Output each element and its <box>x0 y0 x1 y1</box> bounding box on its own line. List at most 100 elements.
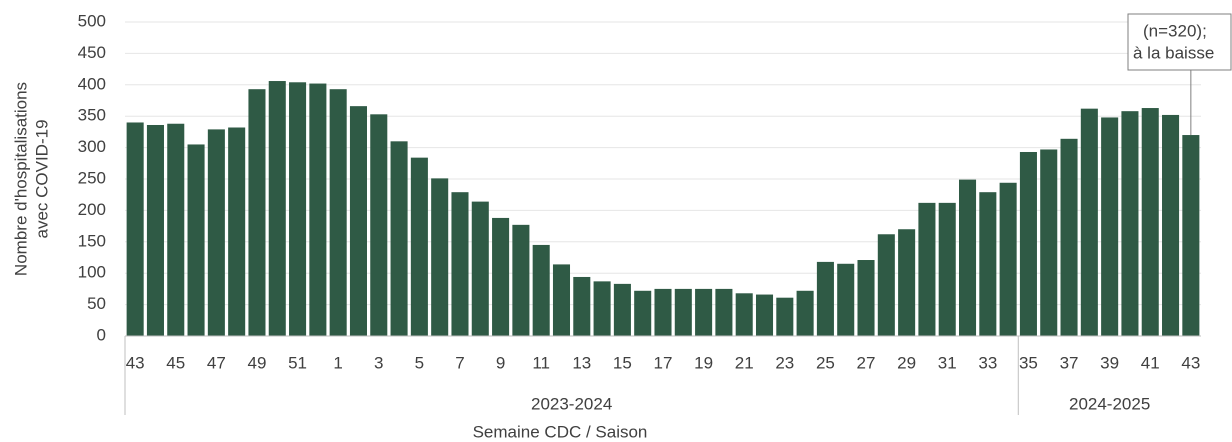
bar <box>1019 151 1037 336</box>
bar <box>268 81 286 336</box>
bar <box>309 83 327 336</box>
bar <box>390 141 408 336</box>
bar <box>755 294 774 336</box>
y-tick-label: 250 <box>78 168 106 187</box>
bar <box>532 244 550 336</box>
x-axis-label: Semaine CDC / Saison <box>473 422 648 441</box>
bar <box>126 122 144 336</box>
bar <box>1040 149 1058 336</box>
x-tick-label: 13 <box>572 353 591 372</box>
bar <box>837 263 855 336</box>
annotation-text: à la baisse <box>1133 43 1214 62</box>
bar <box>207 129 225 336</box>
x-tick-label: 15 <box>613 353 632 372</box>
x-tick-label: 7 <box>455 353 464 372</box>
bar <box>471 201 489 336</box>
bar <box>634 290 652 336</box>
annotation-text: (n=320); <box>1143 21 1207 40</box>
bar <box>735 293 753 336</box>
x-tick-label: 51 <box>288 353 307 372</box>
bar <box>431 178 449 336</box>
bar <box>816 261 834 336</box>
bar <box>674 288 692 336</box>
bar <box>1121 111 1139 337</box>
y-tick-label: 100 <box>78 263 106 282</box>
y-tick-label: 0 <box>97 325 106 344</box>
bar <box>979 192 997 336</box>
bar <box>715 288 733 336</box>
y-tick-label: 500 <box>78 11 106 30</box>
x-tick-label: 21 <box>735 353 754 372</box>
y-tick-label: 300 <box>78 137 106 156</box>
x-tick-label: 27 <box>857 353 876 372</box>
bar <box>451 192 469 336</box>
bar <box>512 224 530 336</box>
bar <box>877 234 895 336</box>
bar <box>573 276 591 336</box>
bar <box>1080 108 1098 336</box>
x-tick-label: 43 <box>126 353 145 372</box>
x-tick-label: 17 <box>654 353 673 372</box>
bar <box>938 202 956 336</box>
bar <box>146 124 164 336</box>
x-tick-label: 11 <box>532 353 550 372</box>
bar <box>776 297 794 336</box>
bar <box>329 89 347 336</box>
bar <box>918 202 936 336</box>
bar <box>167 123 185 337</box>
bar <box>289 82 307 337</box>
y-tick-label: 350 <box>78 106 106 125</box>
y-tick-label: 150 <box>78 231 106 250</box>
bar <box>228 127 246 336</box>
x-tick-label: 37 <box>1060 353 1079 372</box>
bar <box>1182 135 1200 336</box>
y-tick-label: 450 <box>78 43 106 62</box>
bar <box>1101 117 1119 337</box>
bar <box>857 260 875 336</box>
x-tick-label: 47 <box>207 353 226 372</box>
x-tick-label: 43 <box>1181 353 1200 372</box>
x-tick-label: 1 <box>333 353 342 372</box>
x-tick-label: 9 <box>496 353 505 372</box>
bar <box>1141 108 1159 336</box>
y-tick-label: 400 <box>78 74 106 93</box>
bar <box>959 179 977 336</box>
x-tick-label: 31 <box>938 353 957 372</box>
group-label: 2024-2025 <box>1069 394 1150 413</box>
bar <box>492 217 510 336</box>
x-tick-label: 3 <box>374 353 383 372</box>
x-tick-label: 35 <box>1019 353 1038 372</box>
y-tick-label: 50 <box>87 294 106 313</box>
bar <box>695 288 713 336</box>
group-label: 2023-2024 <box>531 394 612 413</box>
bar <box>349 106 367 336</box>
bar <box>187 144 205 336</box>
bar <box>796 290 814 336</box>
x-tick-label: 45 <box>166 353 185 372</box>
bar <box>370 114 388 336</box>
x-tick-label: 29 <box>897 353 916 372</box>
y-axis-label: Nombre d'hospitalisations <box>11 82 30 276</box>
bar <box>593 281 611 336</box>
x-tick-label: 25 <box>816 353 835 372</box>
x-tick-label: 33 <box>978 353 997 372</box>
bar <box>1162 114 1180 336</box>
x-tick-label: 5 <box>415 353 424 372</box>
bar <box>654 288 672 336</box>
x-tick-label: 49 <box>248 353 267 372</box>
bar <box>552 264 571 336</box>
bar <box>410 157 428 336</box>
bar <box>248 89 266 336</box>
x-tick-label: 23 <box>775 353 794 372</box>
y-tick-label: 200 <box>78 200 106 219</box>
bar <box>999 182 1017 336</box>
x-tick-label: 39 <box>1100 353 1119 372</box>
bar <box>1060 138 1078 336</box>
x-tick-label: 41 <box>1141 353 1160 372</box>
y-axis-label: avec COVID-19 <box>32 119 51 238</box>
annotation-box <box>1127 13 1232 71</box>
bar <box>898 229 916 336</box>
x-tick-label: 19 <box>694 353 713 372</box>
bar <box>613 283 631 336</box>
